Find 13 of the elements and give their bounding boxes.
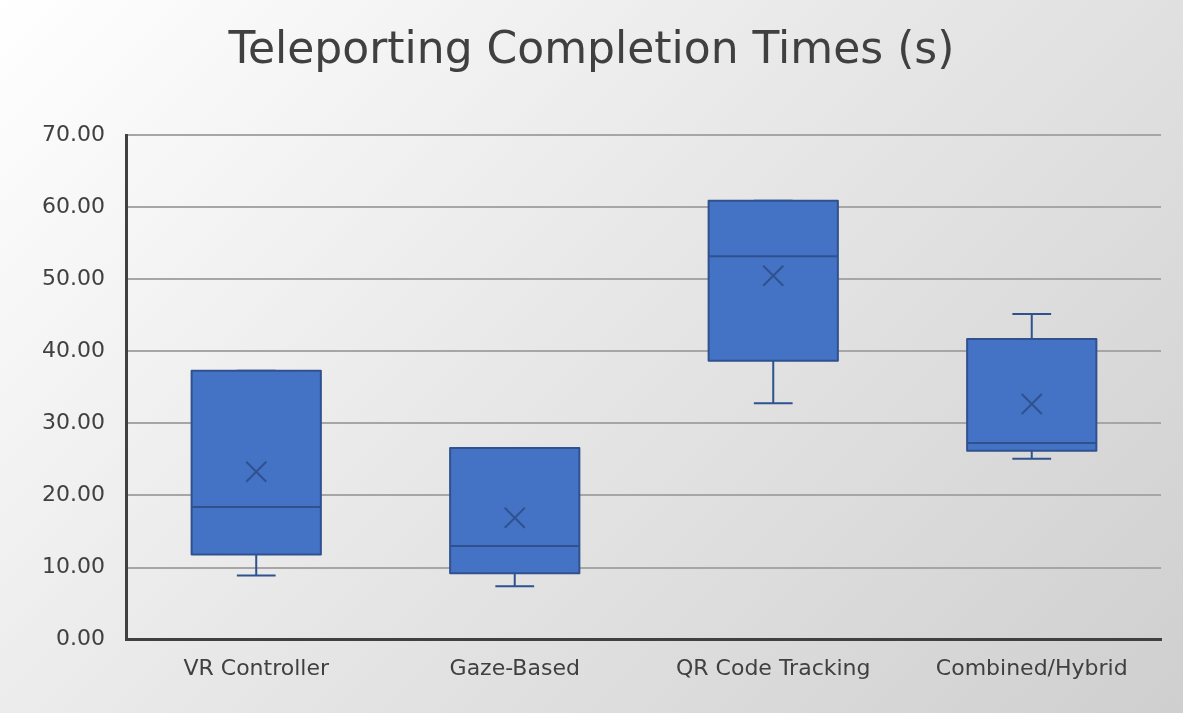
y-tick-label: 10.00	[42, 553, 105, 579]
x-tick-label: QR Code Tracking	[675, 654, 871, 680]
y-tick-label: 60.00	[42, 192, 105, 218]
y-tick-label: 70.00	[42, 120, 105, 146]
x-tick-label: Combined/Hybrid	[935, 654, 1128, 680]
x-tick-label: VR Controller	[183, 654, 330, 680]
x-tick-label: Gaze-Based	[449, 654, 580, 680]
chart-title: Teleporting Completion Times (s)	[227, 22, 956, 73]
y-tick-label: 50.00	[42, 265, 105, 291]
y-tick-label: 20.00	[42, 481, 105, 507]
y-tick-label: 40.00	[42, 337, 105, 363]
y-tick-label: 30.00	[42, 409, 105, 435]
y-tick-label: 0.00	[56, 625, 105, 651]
